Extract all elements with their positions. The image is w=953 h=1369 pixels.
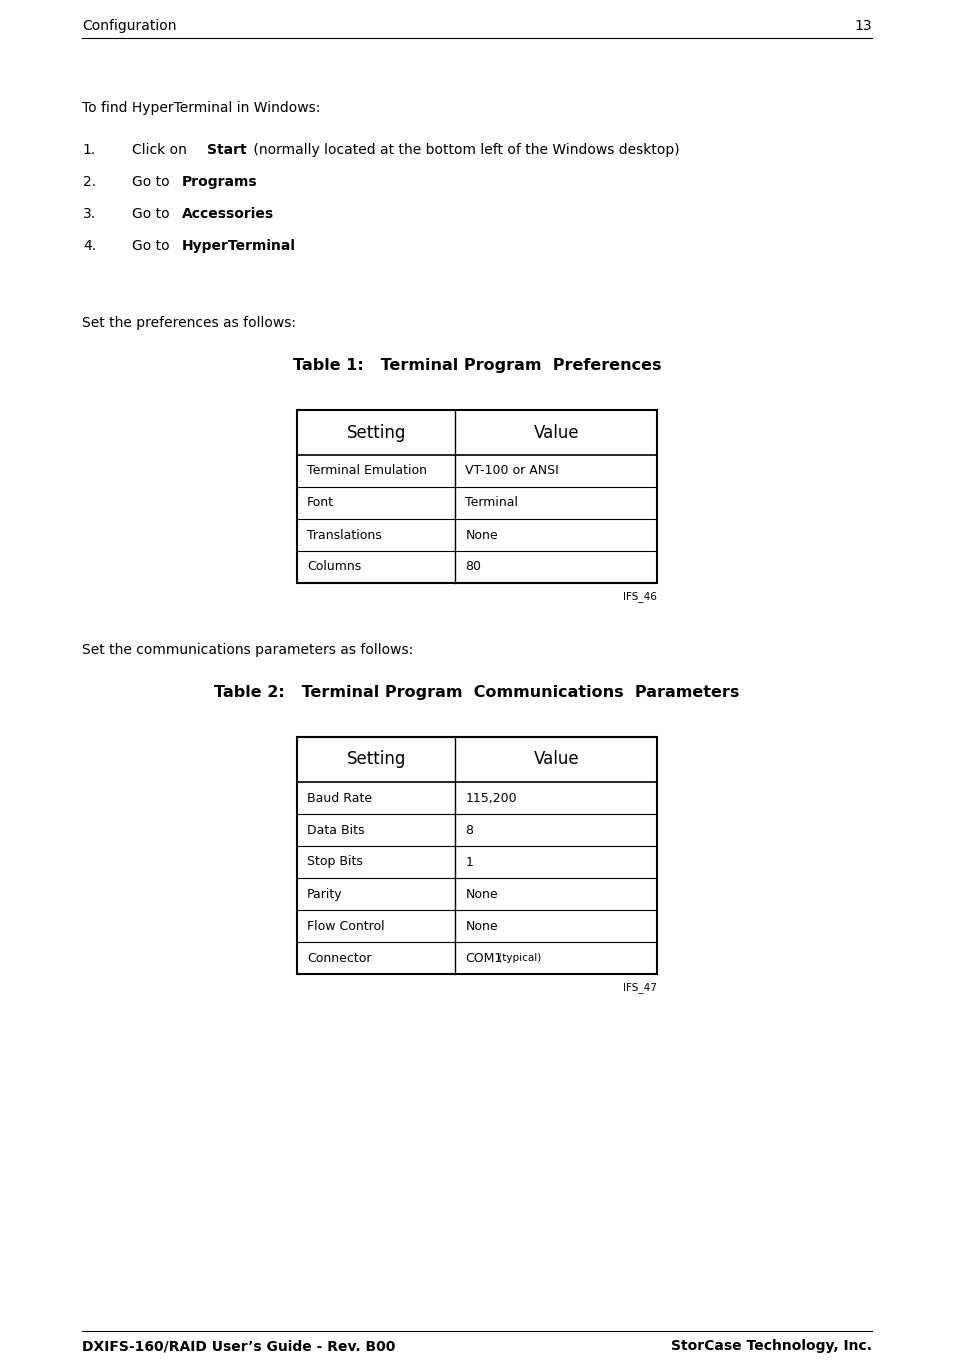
Text: Connector: Connector xyxy=(307,951,371,965)
Text: HyperTerminal: HyperTerminal xyxy=(182,240,295,253)
Text: StorCase Technology, Inc.: StorCase Technology, Inc. xyxy=(670,1339,871,1353)
Text: Stop Bits: Stop Bits xyxy=(307,856,362,868)
Text: Font: Font xyxy=(307,497,334,509)
Text: Translations: Translations xyxy=(307,528,381,542)
Text: Table 2:   Terminal Program  Communications  Parameters: Table 2: Terminal Program Communications… xyxy=(214,684,739,700)
Text: 4.: 4. xyxy=(83,240,96,253)
Text: 13: 13 xyxy=(854,19,871,33)
Text: Start: Start xyxy=(207,142,247,157)
Text: (typical): (typical) xyxy=(495,953,541,962)
Text: (normally located at the bottom left of the Windows desktop): (normally located at the bottom left of … xyxy=(249,142,679,157)
Text: Configuration: Configuration xyxy=(82,19,176,33)
Text: 2.: 2. xyxy=(83,175,96,189)
Text: Baud Rate: Baud Rate xyxy=(307,791,372,805)
Text: Set the communications parameters as follows:: Set the communications parameters as fol… xyxy=(82,643,413,657)
Text: Value: Value xyxy=(533,750,578,768)
Text: Flow Control: Flow Control xyxy=(307,920,384,932)
Text: 80: 80 xyxy=(465,560,481,574)
Text: Terminal: Terminal xyxy=(465,497,517,509)
Text: COM1: COM1 xyxy=(465,951,502,965)
Text: VT-100 or ANSI: VT-100 or ANSI xyxy=(465,464,558,478)
Text: Go to: Go to xyxy=(132,175,173,189)
Text: 8: 8 xyxy=(465,824,473,836)
Text: None: None xyxy=(465,528,497,542)
Text: 1.: 1. xyxy=(83,142,96,157)
Text: None: None xyxy=(465,920,497,932)
Text: 1: 1 xyxy=(465,856,473,868)
Text: Accessories: Accessories xyxy=(182,207,274,220)
Text: 3.: 3. xyxy=(83,207,96,220)
Text: Go to: Go to xyxy=(132,207,173,220)
Text: None: None xyxy=(465,887,497,901)
Text: Terminal Emulation: Terminal Emulation xyxy=(307,464,427,478)
Text: Data Bits: Data Bits xyxy=(307,824,364,836)
Text: Programs: Programs xyxy=(182,175,257,189)
Text: 115,200: 115,200 xyxy=(465,791,517,805)
Text: Set the preferences as follows:: Set the preferences as follows: xyxy=(82,316,295,330)
Text: Click on: Click on xyxy=(132,142,191,157)
Text: Columns: Columns xyxy=(307,560,361,574)
Text: Parity: Parity xyxy=(307,887,342,901)
Text: IFS_47: IFS_47 xyxy=(622,982,657,993)
Text: Value: Value xyxy=(533,423,578,441)
Text: Setting: Setting xyxy=(346,750,405,768)
Text: IFS_46: IFS_46 xyxy=(622,591,657,602)
Text: Setting: Setting xyxy=(346,423,405,441)
Text: DXIFS-160/RAID User’s Guide - Rev. B00: DXIFS-160/RAID User’s Guide - Rev. B00 xyxy=(82,1339,395,1353)
Text: Go to: Go to xyxy=(132,240,173,253)
Text: Table 1:   Terminal Program  Preferences: Table 1: Terminal Program Preferences xyxy=(293,359,660,372)
Text: To find HyperTerminal in Windows:: To find HyperTerminal in Windows: xyxy=(82,101,320,115)
Bar xyxy=(296,737,657,973)
Bar xyxy=(296,409,657,583)
